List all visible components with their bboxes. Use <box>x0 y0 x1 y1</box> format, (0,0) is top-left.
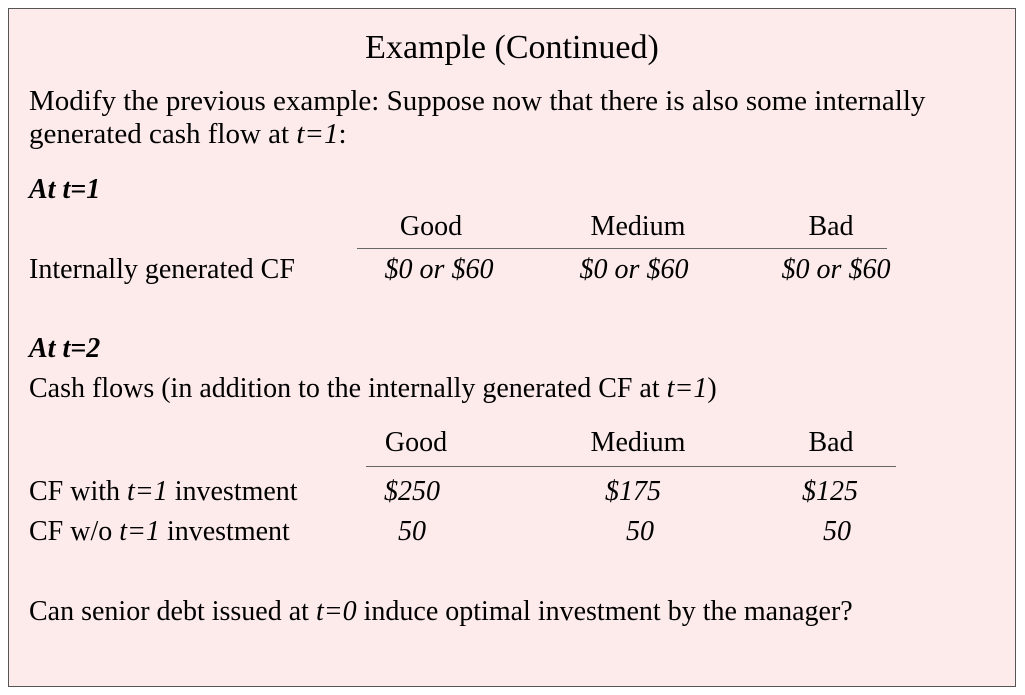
t1-cell-bad: $0 or $60 <box>781 254 891 285</box>
t2-row-without-label-suffix: investment <box>159 516 290 547</box>
t2-row-with-label-suffix: investment <box>167 476 298 507</box>
slide: Example (Continued) Modify the previous … <box>8 8 1016 687</box>
t2-description-prefix: Cash flows (in addition to the internall… <box>29 373 667 404</box>
t1-col-medium: Medium <box>590 211 686 242</box>
t2-col-good: Good <box>384 427 448 458</box>
t2-col-medium: Medium <box>590 427 686 458</box>
t2-heading: At t=2 <box>29 333 101 364</box>
t2-row-without-good: 50 <box>398 516 426 547</box>
t2-row-without-label-prefix: CF w/o <box>29 516 120 547</box>
intro-text: Modify the previous example: Suppose now… <box>29 85 926 150</box>
t1-heading: At t=1 <box>29 174 101 205</box>
t2-col-bad: Bad <box>808 427 854 458</box>
t1-row-label: Internally generated CF <box>29 254 295 285</box>
question-var: t=0 <box>315 596 357 627</box>
t2-row-without-label: CF w/o t=1 investment <box>29 516 290 548</box>
t1-col-bad: Bad <box>808 211 854 242</box>
t2-row-with-label: CF with t=1 investment <box>29 476 298 508</box>
t1-cell-medium: $0 or $60 <box>579 254 689 285</box>
t2-description-var: t=1 <box>666 373 708 404</box>
t1-header-rule <box>357 248 887 249</box>
intro-var: t=1 <box>296 118 339 150</box>
question-prefix: Can senior debt issued at <box>29 596 316 627</box>
t2-row-without-medium: 50 <box>626 516 654 547</box>
closing-question: Can senior debt issued at t=0 induce opt… <box>29 596 853 628</box>
t2-row-without-bad: 50 <box>823 516 851 547</box>
t2-row-with-label-prefix: CF with <box>29 476 128 507</box>
intro-suffix: : <box>338 118 347 150</box>
t2-header-rule <box>366 466 896 467</box>
t2-description-suffix: ) <box>707 373 717 404</box>
t2-description: Cash flows (in addition to the internall… <box>29 373 717 405</box>
t2-row-with-medium: $175 <box>605 476 661 507</box>
intro-paragraph: Modify the previous example: Suppose now… <box>29 85 989 151</box>
slide-title: Example (Continued) <box>365 29 659 66</box>
t2-row-with-bad: $125 <box>802 476 858 507</box>
t2-row-without-label-var: t=1 <box>119 516 160 547</box>
t2-row-with-label-var: t=1 <box>127 476 168 507</box>
t1-cell-good: $0 or $60 <box>384 254 494 285</box>
question-suffix: induce optimal investment by the manager… <box>356 596 853 627</box>
t2-row-with-good: $250 <box>384 476 440 507</box>
t1-col-good: Good <box>399 211 463 242</box>
